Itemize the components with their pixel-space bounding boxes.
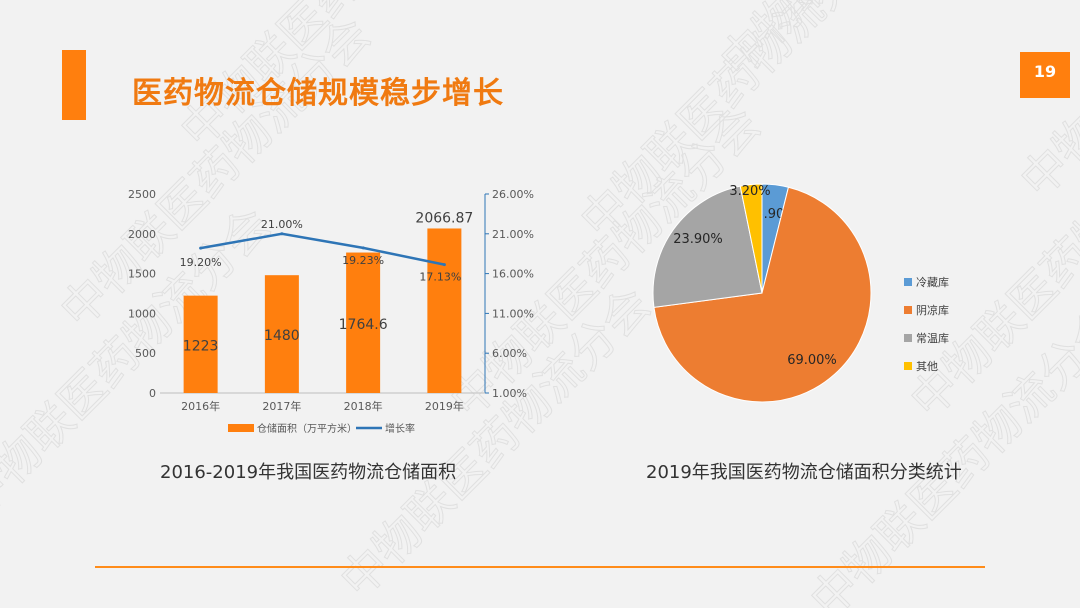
line-data-label: 19.20% [180, 256, 222, 269]
line-data-label: 21.00% [261, 218, 303, 231]
legend-bar-swatch [228, 424, 254, 432]
pie-legend-swatch [904, 278, 912, 286]
x-tick-label: 2019年 [425, 399, 464, 413]
x-tick-label: 2017年 [262, 399, 301, 413]
legend-bar-label: 仓储面积（万平方米） [257, 422, 357, 435]
y2-tick-label: 1.00% [492, 387, 527, 400]
bar-data-label: 1223 [183, 338, 219, 354]
y-tick-label: 1500 [128, 268, 156, 281]
line-data-label: 17.13% [419, 271, 461, 284]
y2-tick-label: 26.00% [492, 188, 534, 201]
pie-legend-swatch [904, 362, 912, 370]
page-number: 19 [1020, 52, 1070, 98]
legend-line-label: 增长率 [385, 422, 415, 435]
pie-legend-label: 阴凉库 [916, 303, 949, 317]
bar-data-label: 1764.6 [339, 317, 388, 333]
pie-data-label: 23.90% [673, 232, 723, 247]
bar [346, 252, 381, 393]
pie-data-label: 69.00% [787, 353, 837, 368]
pie-legend-label: 冷藏库 [916, 276, 949, 289]
growth-rate-point [280, 232, 284, 236]
growth-rate-line [200, 232, 445, 266]
pie-slice [739, 183, 763, 294]
x-tick-label: 2016年 [181, 399, 220, 413]
pie-slice [652, 185, 763, 308]
slide-title: 医药物流仓储规模稳步增长 [132, 76, 504, 111]
pie-chart-caption: 2019年我国医药物流仓储面积分类统计 [646, 462, 962, 483]
bar-data-label: 1480 [264, 328, 300, 344]
y2-tick-label: 21.00% [492, 228, 534, 241]
growth-rate-point [199, 246, 203, 250]
pie-slice [653, 186, 872, 403]
footer-divider [95, 566, 985, 568]
y-tick-label: 0 [149, 387, 156, 400]
growth-rate-point [361, 246, 365, 250]
y-tick-label: 2500 [128, 188, 156, 201]
y2-tick-label: 6.00% [492, 347, 527, 360]
pie-data-label: 3.20% [729, 184, 770, 199]
x-tick-label: 2018年 [344, 399, 383, 413]
pie-legend-label: 其他 [916, 360, 938, 373]
bar-chart-caption: 2016-2019年我国医药物流仓储面积 [160, 462, 457, 483]
y-tick-label: 2000 [128, 228, 156, 241]
y-tick-label: 1000 [128, 307, 156, 320]
pie-legend-swatch [904, 334, 912, 342]
bar [183, 295, 218, 393]
pie-legend-label: 常温库 [916, 332, 949, 345]
growth-rate-point [442, 263, 446, 267]
title-accent-bar [62, 50, 86, 120]
y2-tick-label: 16.00% [492, 268, 534, 281]
bar [427, 228, 462, 393]
bar-data-label: 2066.87 [415, 210, 473, 226]
y2-tick-label: 11.00% [492, 307, 534, 320]
bar [264, 275, 299, 393]
pie-legend-swatch [904, 306, 912, 314]
line-data-label: 19.23% [342, 254, 384, 267]
y-tick-label: 500 [135, 347, 156, 360]
